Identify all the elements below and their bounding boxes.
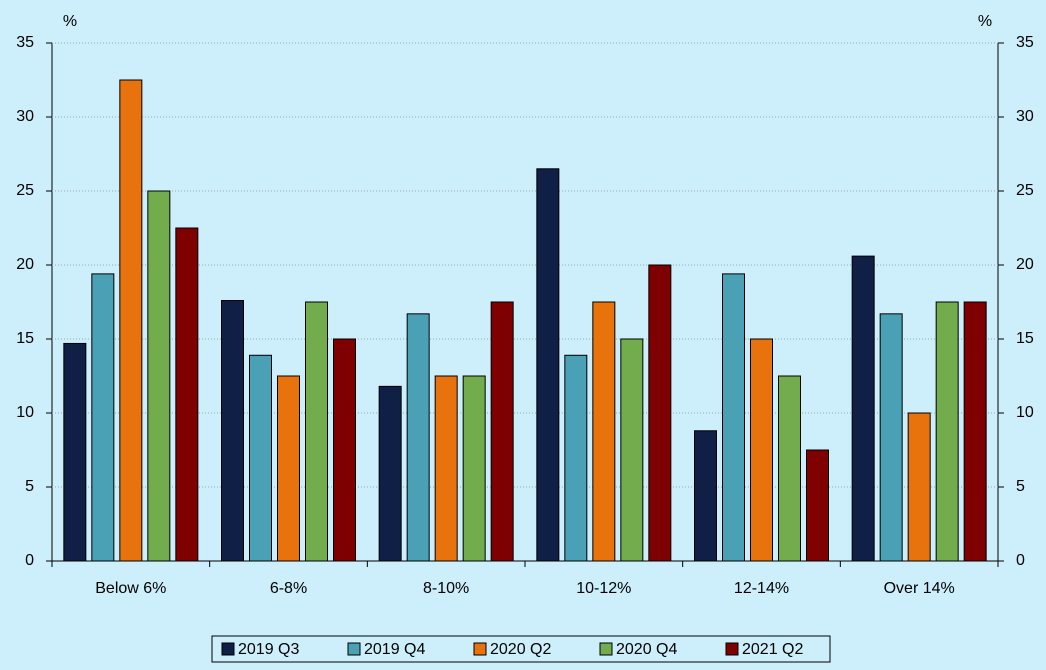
bar <box>277 375 300 562</box>
y-tick-label: 30 <box>16 108 34 125</box>
y2-unit: % <box>978 13 992 30</box>
legend-label: 2019 Q4 <box>364 641 425 658</box>
legend-swatch <box>725 642 739 656</box>
y2-tick-label: 10 <box>1016 404 1034 421</box>
bar <box>490 301 514 562</box>
legend-swatch <box>221 642 235 656</box>
bar <box>119 79 143 562</box>
bar <box>249 354 272 562</box>
y2-tick-label: 35 <box>1016 34 1034 51</box>
legend-label: 2021 Q2 <box>742 641 803 658</box>
bar <box>462 375 486 562</box>
bar <box>620 338 644 562</box>
y2-tick-label: 20 <box>1016 256 1034 273</box>
bar <box>879 313 903 562</box>
legend-swatch <box>347 642 361 656</box>
bar <box>305 301 328 562</box>
legend-label: 2020 Q2 <box>490 641 551 658</box>
y2-tick-label: 25 <box>1016 182 1034 199</box>
legend-swatch <box>599 642 613 656</box>
y2-tick-label: 15 <box>1016 330 1034 347</box>
legend-box <box>211 635 831 663</box>
y2-tick-label: 0 <box>1016 552 1025 569</box>
x-tick-label: 12-14% <box>734 580 789 597</box>
y-tick-label: 15 <box>16 330 34 347</box>
y2-tick-label: 30 <box>1016 108 1034 125</box>
bar <box>434 375 458 562</box>
bar <box>91 273 115 562</box>
y-tick-label: 10 <box>16 404 34 421</box>
legend-swatch <box>473 642 487 656</box>
bar <box>963 301 987 562</box>
bar <box>378 385 402 562</box>
bar <box>592 301 616 562</box>
bar <box>778 375 801 562</box>
bar <box>564 354 588 562</box>
x-tick-label: 10-12% <box>576 580 631 597</box>
bar <box>806 449 829 562</box>
x-tick-label: Over 14% <box>884 580 955 597</box>
y-tick-label: 20 <box>16 256 34 273</box>
y2-tick-label: 5 <box>1016 478 1025 495</box>
bar <box>648 264 672 562</box>
y-tick-label: 25 <box>16 182 34 199</box>
y-tick-label: 5 <box>25 478 34 495</box>
bar <box>907 412 931 562</box>
bar <box>694 430 717 562</box>
bar <box>147 190 171 562</box>
y-tick-label: 0 <box>25 552 34 569</box>
bar <box>851 255 875 562</box>
y-unit: % <box>63 13 77 30</box>
x-tick-label: Below 6% <box>95 580 166 597</box>
legend-label: 2019 Q3 <box>238 641 299 658</box>
bar <box>536 168 560 562</box>
y-tick-label: 35 <box>16 34 34 51</box>
bar <box>175 227 199 562</box>
bar <box>750 338 773 562</box>
bar <box>935 301 959 562</box>
bar <box>63 342 87 562</box>
x-tick-label: 6-8% <box>270 580 307 597</box>
bar <box>406 313 430 562</box>
x-tick-label: 8-10% <box>423 580 469 597</box>
legend-label: 2020 Q4 <box>616 641 677 658</box>
bar <box>722 273 745 562</box>
bar <box>221 300 244 562</box>
bar <box>333 338 356 562</box>
